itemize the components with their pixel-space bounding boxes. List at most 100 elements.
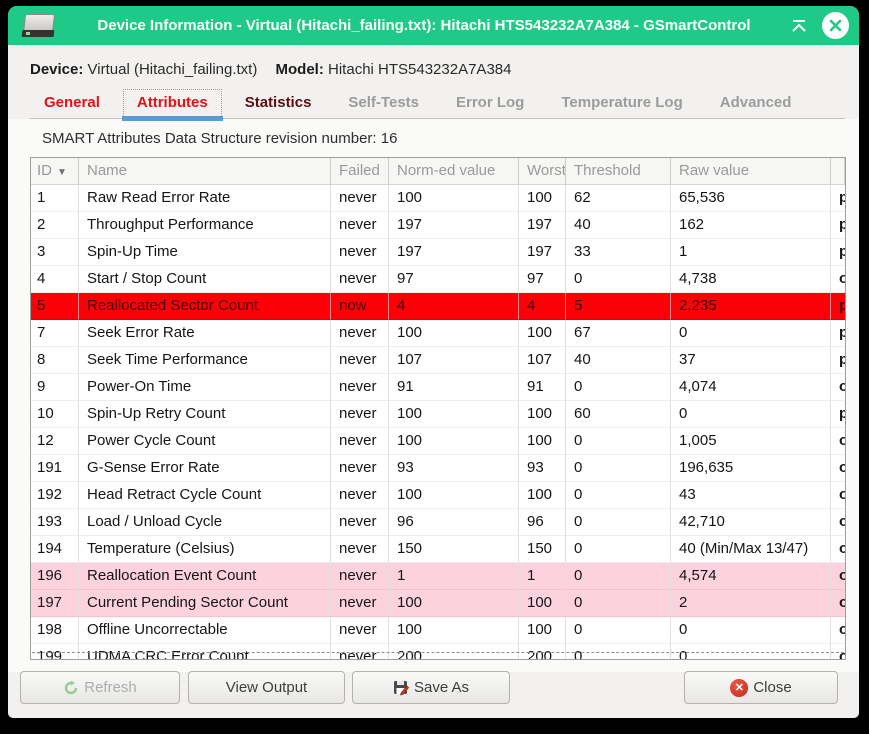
refresh-label: Refresh [84, 679, 137, 696]
cell: never [331, 401, 389, 428]
cell: never [331, 212, 389, 239]
cell: 200 [389, 644, 519, 659]
refresh-icon [63, 680, 79, 696]
cell: 197 [519, 212, 566, 239]
cell: Temperature (Celsius) [79, 536, 331, 563]
close-button[interactable]: ✕ Close [684, 671, 838, 704]
cell: 40 (Min/Max 13/47) [671, 536, 831, 563]
cell: 97 [519, 266, 566, 293]
cell: 43 [671, 482, 831, 509]
cell: o [831, 563, 845, 590]
column-header-id[interactable]: ID ▼ [31, 158, 79, 185]
cell: Start / Stop Count [79, 266, 331, 293]
cell: Reallocation Event Count [79, 563, 331, 590]
refresh-button[interactable]: Refresh [20, 671, 180, 704]
attribute-row-192[interactable]: 192 Head Retract Cycle Count never 100 100 0 4… [31, 482, 845, 509]
cell: Offline Uncorrectable [79, 617, 331, 644]
column-header-name[interactable]: Name [79, 158, 331, 185]
tab-temperature-log[interactable]: Temperature Log [561, 94, 683, 111]
cell: 5 [31, 293, 79, 320]
cell: 100 [389, 185, 519, 212]
tab-self-tests[interactable]: Self-Tests [348, 94, 419, 111]
cell: 100 [389, 590, 519, 617]
cell: 0 [566, 536, 671, 563]
cell: 100 [389, 401, 519, 428]
cell: 107 [519, 347, 566, 374]
cell: 93 [389, 455, 519, 482]
cell: never [331, 239, 389, 266]
cell: 91 [389, 374, 519, 401]
cell: 2 [31, 212, 79, 239]
column-header-norm-ed-value[interactable]: Norm-ed value [389, 158, 519, 185]
cell: Seek Time Performance [79, 347, 331, 374]
model-value: Hitachi HTS543232A7A384 [328, 61, 512, 78]
cell: Raw Read Error Rate [79, 185, 331, 212]
cell: G-Sense Error Rate [79, 455, 331, 482]
cell: 100 [389, 617, 519, 644]
cell: Reallocated Sector Count [79, 293, 331, 320]
cell: 0 [566, 455, 671, 482]
attribute-row-196[interactable]: 196 Reallocation Event Count never 1 1 0 4,574… [31, 563, 845, 590]
cell: never [331, 374, 389, 401]
cell: 100 [389, 428, 519, 455]
cell: never [331, 482, 389, 509]
column-header-failed[interactable]: Failed [331, 158, 389, 185]
cell: 197 [519, 239, 566, 266]
cell: never [331, 266, 389, 293]
cell: Head Retract Cycle Count [79, 482, 331, 509]
cell: 0 [566, 428, 671, 455]
column-header-worst[interactable]: Worst [519, 158, 566, 185]
cell: 1 [389, 563, 519, 590]
save-as-button[interactable]: Save As [352, 671, 510, 704]
attribute-row-194[interactable]: 194 Temperature (Celsius) never 150 150 0 40 (… [31, 536, 845, 563]
tab-error-log[interactable]: Error Log [456, 94, 525, 111]
cell: Load / Unload Cycle [79, 509, 331, 536]
cell: 193 [31, 509, 79, 536]
close-window-icon[interactable] [822, 12, 849, 39]
cell: 0 [566, 482, 671, 509]
cell: Power-On Time [79, 374, 331, 401]
cell: 10 [31, 401, 79, 428]
cell: never [331, 428, 389, 455]
cell: never [331, 617, 389, 644]
column-header-type[interactable] [831, 158, 845, 185]
cell: 199 [31, 644, 79, 659]
cell: Power Cycle Count [79, 428, 331, 455]
cell: 150 [519, 536, 566, 563]
shade-window-icon[interactable] [788, 16, 810, 36]
cell: 0 [566, 590, 671, 617]
tab-attributes[interactable]: Attributes [121, 89, 223, 121]
tab-advanced[interactable]: Advanced [719, 94, 792, 111]
cell: p [831, 293, 845, 320]
view-output-button[interactable]: View Output [188, 671, 345, 704]
cell: 198 [31, 617, 79, 644]
tab-general[interactable]: General [44, 94, 100, 111]
tab-statistics[interactable]: Statistics [244, 94, 312, 111]
column-header-threshold[interactable]: Threshold [566, 158, 671, 185]
cell: 37 [671, 347, 831, 374]
cell: 100 [519, 590, 566, 617]
cell: 0 [566, 266, 671, 293]
cell: 4 [31, 266, 79, 293]
device-information-window: Device Information - Virtual (Hitachi_fa… [8, 6, 859, 718]
model-label: Model: [275, 61, 324, 78]
column-header-raw-value[interactable]: Raw value [671, 158, 831, 185]
cell: 107 [389, 347, 519, 374]
cell: 4,738 [671, 266, 831, 293]
attribute-row-197[interactable]: 197 Current Pending Sector Count never 100 1… [31, 590, 845, 617]
device-label: Device: [30, 61, 84, 78]
